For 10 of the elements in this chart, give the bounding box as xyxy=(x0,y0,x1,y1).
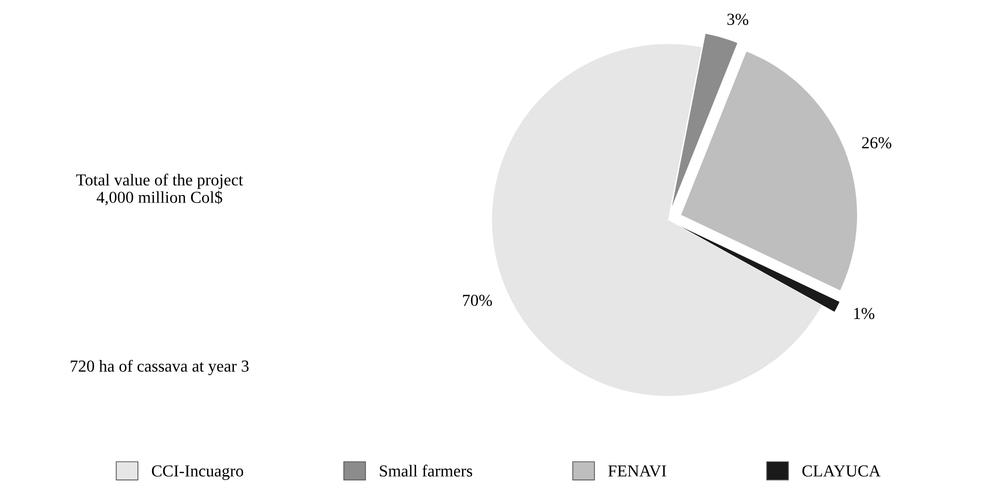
text: 720 ha of cassava at year 3 xyxy=(70,360,249,376)
data-label: 26% xyxy=(862,137,892,148)
legend-label: FENAVI xyxy=(608,465,666,477)
legend-label: CLAYUCA xyxy=(802,465,881,477)
data-label: 70% xyxy=(463,294,492,306)
legend-label: CCI-Incuagro xyxy=(152,465,244,480)
data-label: 3% xyxy=(727,14,748,25)
data-label: 1% xyxy=(854,308,874,320)
text: Total value of the project 4,000 million Col$ xyxy=(76,174,244,206)
legend-label: Small farmers xyxy=(380,464,472,477)
